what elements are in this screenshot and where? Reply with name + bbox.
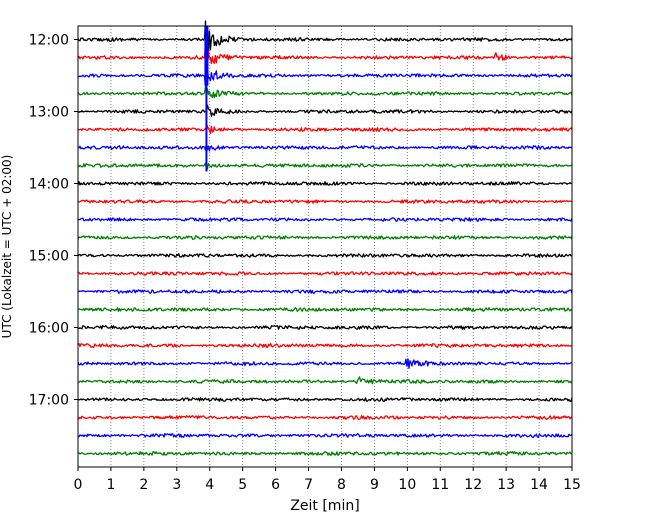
trace-line xyxy=(77,358,573,369)
y-tick-label: 17:00 xyxy=(29,393,69,409)
trace-line xyxy=(77,415,573,420)
y-tick-label: 15:00 xyxy=(29,249,69,265)
trace-line xyxy=(77,85,573,99)
y-axis-label: UTC (Lokalzeit = UTC + 02:00) xyxy=(0,155,14,339)
trace-line xyxy=(77,199,573,204)
x-tick-label: 12 xyxy=(464,477,482,493)
y-tick-label: 16:00 xyxy=(29,321,69,337)
x-tick-label: 7 xyxy=(304,477,313,493)
plot-frame xyxy=(77,25,573,468)
trace-line xyxy=(77,104,573,117)
event-spike xyxy=(204,26,209,86)
x-tick-label: 11 xyxy=(431,477,449,493)
y-tick-label: 13:00 xyxy=(29,105,69,121)
trace-line xyxy=(77,41,573,72)
trace-line xyxy=(77,142,573,152)
trace-line xyxy=(77,271,573,276)
trace-line xyxy=(77,307,573,312)
x-tick-label: 0 xyxy=(74,477,83,493)
trace-line xyxy=(77,162,573,170)
x-tick-label: 4 xyxy=(205,477,214,493)
x-tick-label: 6 xyxy=(271,477,280,493)
trace-line xyxy=(77,433,573,438)
y-tick-label: 14:00 xyxy=(29,177,69,193)
trace-line xyxy=(77,253,573,258)
grid-lines xyxy=(110,26,540,467)
y-tick-label: 12:00 xyxy=(29,33,69,49)
x-tick-label: 15 xyxy=(563,477,581,493)
trace-line xyxy=(77,217,573,222)
trace-line xyxy=(77,289,573,294)
x-tick-label: 14 xyxy=(530,477,548,493)
trace-line xyxy=(77,376,573,385)
seismic-traces xyxy=(77,20,573,457)
trace-line xyxy=(77,20,573,56)
trace-line xyxy=(77,125,573,135)
y-axis-ticks: 12:00 13:00 14:00 15:00 16:00 17:00 xyxy=(29,33,78,409)
x-tick-label: 13 xyxy=(497,477,515,493)
x-axis-ticks: 0 1 2 3 4 5 6 7 8 9 10 11 12 13 14 15 xyxy=(74,467,581,493)
x-axis-label: Zeit [min] xyxy=(290,498,359,514)
trace-line xyxy=(77,343,573,348)
trace-line xyxy=(77,181,573,186)
x-tick-label: 10 xyxy=(398,477,416,493)
x-tick-label: 5 xyxy=(238,477,247,493)
x-tick-label: 1 xyxy=(106,477,115,493)
trace-line xyxy=(77,450,573,457)
x-tick-label: 2 xyxy=(139,477,148,493)
trace-line xyxy=(78,325,573,330)
x-tick-label: 8 xyxy=(337,477,346,493)
trace-line xyxy=(77,235,573,240)
trace-line xyxy=(77,397,573,403)
x-tick-label: 9 xyxy=(370,477,379,493)
trace-line xyxy=(78,66,573,87)
x-tick-label: 3 xyxy=(172,477,181,493)
